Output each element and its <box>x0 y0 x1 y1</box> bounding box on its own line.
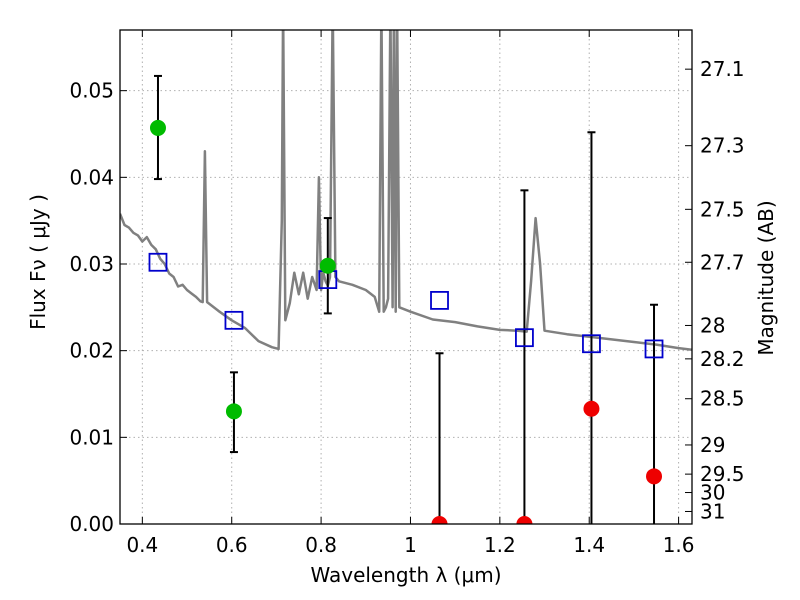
model-flux-square <box>515 328 534 348</box>
upper-limit-point <box>431 516 448 524</box>
upper-limit-point <box>646 468 663 485</box>
x-tick-label: 1.2 <box>484 533 516 557</box>
y-axis-label: Flux Fν ( μJy ) <box>26 194 50 330</box>
x-tick-label: 1.4 <box>573 533 605 557</box>
detection-point <box>225 403 242 420</box>
x-tick-label: 1 <box>404 533 417 557</box>
y2-axis-label: Magnitude (AB) <box>754 200 778 355</box>
y2-tick-label: 30 <box>700 481 725 505</box>
y2-tick-label: 27.1 <box>700 57 745 81</box>
detection-point <box>319 257 336 274</box>
y-tick-label: 0.04 <box>69 165 114 189</box>
y2-tick-label: 31 <box>700 499 725 523</box>
plot-area <box>120 30 692 524</box>
y2-tick-label: 27.3 <box>700 134 745 158</box>
x-axis-label: Wavelength λ (μm) <box>310 563 501 587</box>
y-tick-label: 0.00 <box>69 512 114 536</box>
model-flux-square <box>644 339 664 359</box>
y2-tick-label: 28.5 <box>700 387 745 411</box>
detection-point <box>149 119 166 136</box>
y2-tick-label: 29 <box>700 433 725 457</box>
y-tick-label: 0.01 <box>69 425 114 449</box>
upper-limit-point <box>583 400 600 417</box>
x-tick-label: 0.4 <box>126 533 158 557</box>
model-flux-square <box>582 334 601 354</box>
y2-tick-label: 29.5 <box>700 462 745 486</box>
ticks: 0.4 0.6 0.8 1 1.2 1.4 1.6 0.00 0.01 0.02 0.03 0.04 0… <box>69 30 745 557</box>
model-flux-square <box>148 252 168 272</box>
axes-frame <box>119 29 693 525</box>
y-tick-label: 0.05 <box>69 79 114 103</box>
y2-tick-label: 28.2 <box>700 347 745 371</box>
y2-tick-label: 27.5 <box>700 197 745 221</box>
x-tick-label: 0.8 <box>305 533 337 557</box>
upper-limit-point <box>516 516 533 524</box>
model-flux-square <box>430 290 449 310</box>
x-tick-label: 0.6 <box>216 533 248 557</box>
model-spectrum-line <box>120 30 692 352</box>
y-tick-label: 0.03 <box>69 252 114 276</box>
x-tick-label: 1.6 <box>663 533 695 557</box>
model-flux-square <box>224 310 244 330</box>
y-tick-label: 0.02 <box>69 339 114 363</box>
y2-tick-label: 28 <box>700 313 725 337</box>
y2-tick-label: 27.7 <box>700 250 745 274</box>
